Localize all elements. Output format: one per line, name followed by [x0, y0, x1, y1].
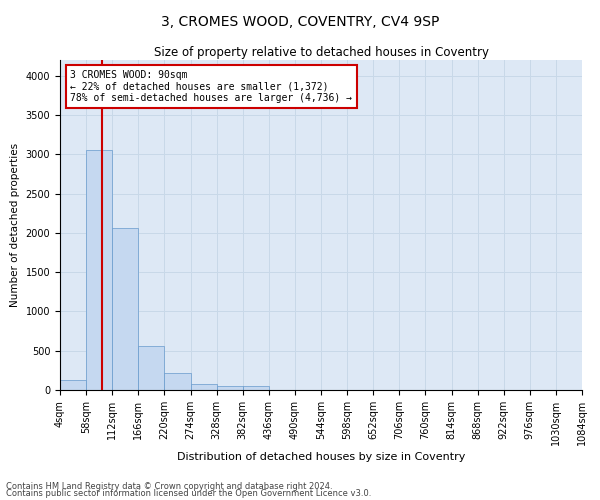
Bar	[139, 346, 164, 390]
Bar	[217, 386, 243, 390]
Title: Size of property relative to detached houses in Coventry: Size of property relative to detached ho…	[154, 46, 488, 59]
Bar	[164, 373, 191, 390]
Y-axis label: Number of detached properties: Number of detached properties	[10, 143, 20, 307]
Text: 3 CROMES WOOD: 90sqm
← 22% of detached houses are smaller (1,372)
78% of semi-de: 3 CROMES WOOD: 90sqm ← 22% of detached h…	[70, 70, 352, 103]
Bar	[86, 150, 112, 390]
Text: Contains HM Land Registry data © Crown copyright and database right 2024.: Contains HM Land Registry data © Crown c…	[6, 482, 332, 491]
Text: Contains public sector information licensed under the Open Government Licence v3: Contains public sector information licen…	[6, 489, 371, 498]
Bar	[60, 380, 86, 390]
Bar	[243, 386, 269, 390]
Text: 3, CROMES WOOD, COVENTRY, CV4 9SP: 3, CROMES WOOD, COVENTRY, CV4 9SP	[161, 15, 439, 29]
Bar	[112, 228, 139, 390]
Bar	[191, 384, 217, 390]
X-axis label: Distribution of detached houses by size in Coventry: Distribution of detached houses by size …	[177, 452, 465, 462]
